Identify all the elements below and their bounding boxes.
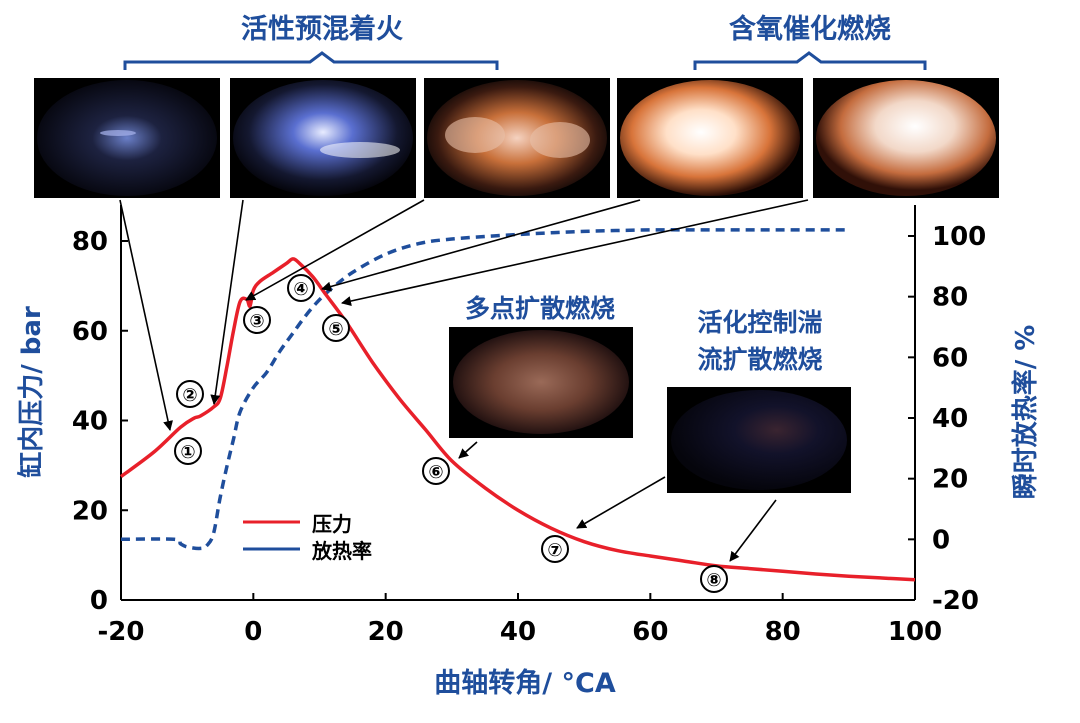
svg-text:②: ② (182, 385, 197, 406)
svg-text:④: ④ (293, 279, 308, 300)
svg-text:①: ① (180, 442, 195, 463)
point-marker-7: ⑦ (541, 535, 569, 563)
y-right-tick-label: -20 (932, 586, 979, 616)
x-tick-label: 40 (500, 617, 536, 647)
group-label-oxygenated-catalytic: 含氧催化燃烧 (729, 13, 891, 45)
point-marker-6: ⑥ (422, 457, 450, 485)
y-axis-right-title: 瞬时放热率/ % (1010, 325, 1041, 500)
image-connector-arrows (119, 199, 809, 562)
point-marker-1: ① (174, 437, 202, 465)
y-right-tick-label: 100 (932, 222, 986, 252)
point-marker-4: ④ (287, 274, 315, 302)
y-left-tick-label: 60 (72, 317, 108, 347)
legend: 压力 放热率 (243, 512, 372, 563)
x-tick-label: 0 (244, 617, 262, 647)
point-marker-5: ⑤ (322, 314, 350, 342)
group-label-premixed-ignition: 活性预混着火 (241, 13, 403, 45)
x-tick-label: 100 (888, 617, 942, 647)
legend-label-pressure: 压力 (312, 512, 352, 536)
bracket-right (693, 51, 927, 70)
y-axis-left-title: 缸内压力/ bar (16, 306, 47, 478)
inset-label-turbulent-line1: 活化控制湍 (697, 308, 822, 337)
svg-text:⑥: ⑥ (428, 462, 443, 483)
svg-text:⑧: ⑧ (706, 570, 721, 591)
legend-label-heat-release: 放热率 (311, 539, 372, 563)
x-tick-label: 60 (632, 617, 668, 647)
y-left-tick-label: 0 (90, 586, 108, 616)
flame-image-6 (449, 327, 633, 438)
svg-text:⑤: ⑤ (328, 319, 343, 340)
y-left-tick-label: 40 (72, 407, 108, 437)
bracket-left (123, 51, 499, 70)
svg-text:③: ③ (249, 311, 264, 332)
point-marker-2: ② (176, 380, 204, 408)
y-right-tick-label: 80 (932, 283, 968, 313)
inset-label-turbulent-line2: 流扩散燃烧 (697, 345, 822, 374)
x-tick-label: -20 (98, 617, 145, 647)
flame-image-5 (813, 78, 999, 198)
y-right-tick-label: 60 (932, 343, 968, 373)
y-right-tick-label: 40 (932, 404, 968, 434)
y-right-tick-label: 20 (932, 465, 968, 495)
y-left-tick-label: 80 (72, 227, 108, 257)
flame-image-3 (424, 78, 610, 198)
flame-image-2 (230, 78, 416, 198)
flame-image-4 (617, 78, 803, 198)
y-right-tick-label: 0 (932, 525, 950, 555)
y-left-tick-label: 20 (72, 496, 108, 526)
x-axis-title: 曲轴转角/ °CA (434, 667, 616, 699)
flame-image-7 (667, 387, 851, 493)
flame-image-1 (34, 78, 220, 198)
x-tick-label: 80 (765, 617, 801, 647)
series-pressure-line (119, 257, 916, 582)
series-heat-release-line (120, 228, 849, 551)
x-tick-label: 20 (368, 617, 404, 647)
point-marker-3: ③ (243, 306, 271, 334)
point-marker-8: ⑧ (700, 565, 728, 593)
svg-text:⑦: ⑦ (547, 540, 562, 561)
inset-label-multipoint: 多点扩散燃烧 (465, 294, 615, 323)
